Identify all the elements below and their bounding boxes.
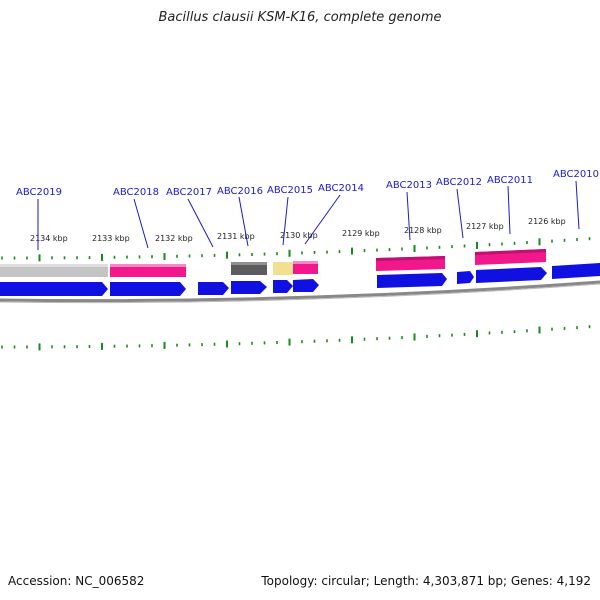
kbp-label: 2134 kbp: [30, 234, 68, 243]
gene-label: ABC2018: [113, 187, 159, 198]
kbp-label: 2127 kbp: [466, 222, 504, 231]
gene-labels: ABC2019 ABC2018 ABC2017 ABC2016 ABC2015 …: [16, 169, 599, 198]
gene-label: ABC2017: [166, 187, 212, 198]
gene-label: ABC2014: [318, 183, 364, 194]
kbp-label: 2132 kbp: [155, 234, 193, 243]
gene-label: ABC2012: [436, 177, 482, 188]
kbp-labels: 2134 kbp 2133 kbp 2132 kbp 2131 kbp 2130…: [30, 217, 566, 243]
callout-line: [406, 191, 411, 241]
cds-arrow-10: [552, 263, 600, 279]
kbp-label: 2130 kbp: [280, 231, 318, 240]
gene-label: ABC2015: [267, 185, 313, 196]
kbp-label: 2126 kbp: [528, 217, 566, 226]
gene-label: ABC2019: [16, 187, 62, 198]
cds-arrow-1: [0, 282, 108, 296]
feature-pink-2-highlight: [293, 261, 318, 264]
callout-line: [507, 185, 511, 235]
cds-row: [0, 263, 600, 296]
cds-arrow-6: [293, 279, 319, 292]
kbp-label: 2133 kbp: [92, 234, 130, 243]
outer-tick-row: [1, 237, 591, 262]
inner-tick-row: [1, 325, 591, 351]
feature-grey: [0, 264, 108, 277]
feature-row: [0, 249, 546, 277]
callout-line: [133, 198, 149, 249]
cds-arrow-8: [457, 271, 474, 284]
cds-arrow-5: [273, 280, 293, 293]
cds-arrow-3: [198, 282, 229, 295]
cds-arrow-9: [476, 267, 547, 283]
feature-yellow: [273, 262, 293, 275]
kbp-label: 2128 kbp: [404, 226, 442, 235]
feature-pink-2: [293, 261, 318, 274]
feature-pink-1: [110, 264, 186, 277]
callout-line: [187, 198, 214, 248]
feature-darkgrey: [231, 262, 267, 275]
genome-backbone: [0, 280, 600, 303]
feature-pink-3-highlight: [376, 256, 445, 261]
feature-pink-4-highlight: [475, 249, 546, 255]
gene-label: ABC2013: [386, 180, 432, 191]
feature-grey-highlight: [0, 264, 108, 267]
map-title: Bacillus clausii KSM-K16, complete genom…: [158, 10, 442, 25]
kbp-label: 2129 kbp: [342, 229, 380, 238]
cds-arrow-4: [231, 281, 267, 294]
callout-line: [575, 180, 580, 230]
topology-summary: Topology: circular; Length: 4,303,871 bp…: [261, 574, 591, 588]
callout-line: [238, 196, 249, 247]
callout-line: [304, 194, 341, 245]
cds-arrow-2: [110, 282, 186, 296]
feature-darkgrey-highlight: [231, 262, 267, 265]
accession-text: Accession: NC_006582: [8, 574, 145, 588]
gene-callout-lines: [37, 180, 580, 250]
cds-arrow-7: [377, 273, 447, 288]
callout-line: [282, 196, 289, 246]
callout-line: [456, 188, 464, 239]
gene-label: ABC2016: [217, 186, 263, 197]
feature-pink-1-highlight: [110, 264, 186, 267]
gene-label: ABC2010: [553, 169, 599, 180]
gene-label: ABC2011: [487, 175, 533, 186]
kbp-label: 2131 kbp: [217, 232, 255, 241]
genome-backbone-shadow: [0, 283, 600, 304]
